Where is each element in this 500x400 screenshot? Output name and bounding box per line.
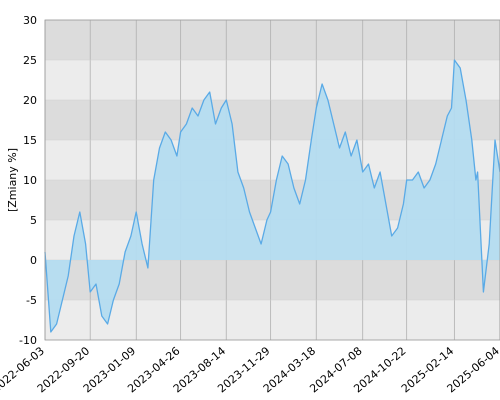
y-tick-label: -5 — [26, 294, 37, 307]
background-band — [45, 300, 500, 340]
y-tick-label: 10 — [23, 174, 37, 187]
x-axis-ticks: 2022-06-032022-09-202023-01-092023-04-26… — [0, 344, 500, 395]
y-tick-label: 5 — [30, 214, 37, 227]
y-tick-label: 15 — [23, 134, 37, 147]
y-axis-ticks: 30 25 20 15 10 5 0 -5 -10 — [19, 14, 37, 347]
series-area — [45, 60, 500, 332]
background-band — [45, 20, 500, 60]
y-axis-title: [Zmiany %] — [6, 148, 19, 212]
y-tick-label: 20 — [23, 94, 37, 107]
y-tick-label: 0 — [30, 254, 37, 267]
y-tick-label: -10 — [19, 334, 37, 347]
plot-frame — [44, 19, 500, 341]
y-tick-label: 25 — [23, 54, 37, 67]
background-band — [45, 60, 500, 100]
y-tick-label: 30 — [23, 14, 37, 27]
background-band — [45, 140, 500, 180]
series-line — [44, 59, 500, 333]
background-band — [45, 100, 500, 140]
